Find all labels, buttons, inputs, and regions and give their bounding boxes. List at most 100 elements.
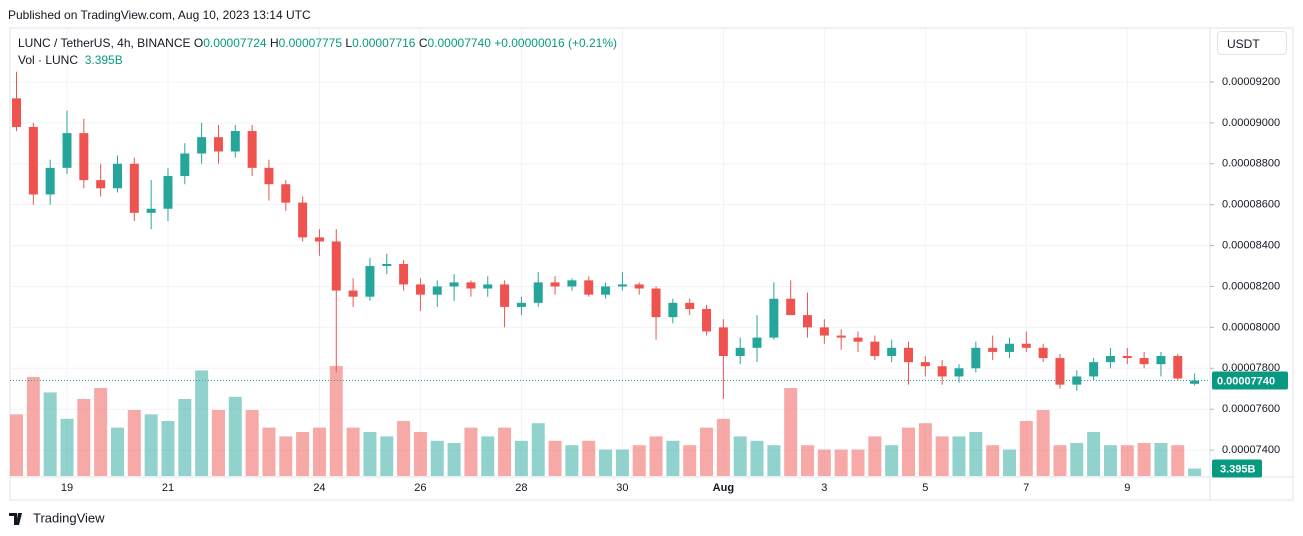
candle-body	[617, 284, 627, 287]
x-tick-label: 3	[821, 482, 827, 494]
candle-body	[516, 302, 526, 307]
published-note: Published on TradingView.com, Aug 10, 20…	[8, 8, 311, 22]
volume-bar	[10, 414, 24, 476]
volume-bar	[649, 436, 663, 476]
volume-bar	[161, 421, 175, 476]
candle-body	[483, 284, 493, 289]
y-tick-label: 0.00009200	[1222, 76, 1280, 88]
volume-bar	[851, 449, 865, 476]
candle-body	[584, 280, 594, 295]
candle-body	[567, 280, 577, 287]
candle-body	[1122, 356, 1132, 359]
candle-body	[668, 302, 678, 318]
volume-bar	[1070, 443, 1084, 476]
legend-line: LUNC / TetherUS, 4h, BINANCE O0.00007724…	[18, 36, 617, 50]
candle-body	[752, 337, 762, 348]
c-value: 0.00007740	[427, 36, 491, 50]
grid	[10, 28, 1210, 477]
volume-bar	[279, 436, 293, 476]
volume-bar	[43, 392, 57, 476]
volume-bar	[767, 445, 781, 476]
volume-bar	[784, 388, 798, 476]
x-tick-label: 7	[1023, 482, 1029, 494]
candle-body	[819, 327, 829, 336]
volume-bar	[296, 432, 310, 476]
last-price-tag	[1212, 371, 1288, 390]
volume-bar	[329, 366, 343, 476]
candle-body	[803, 315, 813, 328]
volume-bar	[514, 440, 528, 476]
volume-bar	[632, 445, 646, 476]
volume-bar	[531, 423, 545, 476]
x-tick-label: 24	[313, 482, 325, 494]
volume-bar	[902, 427, 915, 476]
volume-bar	[1036, 410, 1050, 476]
x-tick-label: Aug	[713, 482, 734, 494]
candle-body	[146, 208, 156, 213]
candle-body	[62, 133, 72, 168]
y-tick-label: 0.00009000	[1222, 117, 1280, 129]
volume-bar	[1154, 443, 1168, 476]
volume-bar	[430, 440, 444, 476]
volume-bar	[750, 440, 764, 476]
candle-body	[1105, 356, 1115, 363]
volume-bar	[599, 449, 613, 476]
volume-bar	[918, 423, 932, 476]
candle-body	[264, 167, 274, 185]
volume-tag-label: 3.395B	[1220, 463, 1256, 475]
volume-value: 3.395B	[84, 53, 123, 67]
y-tick-label: 0.00008000	[1222, 321, 1280, 333]
volume-bar	[110, 427, 124, 476]
volume-bar	[245, 410, 259, 476]
volume-bar	[312, 427, 326, 476]
x-tick-label: 26	[414, 482, 426, 494]
candle-body	[129, 163, 139, 213]
volume-name: Vol · LUNC	[18, 53, 79, 67]
y-tick-label: 0.00008600	[1222, 199, 1280, 211]
volume-bar	[346, 427, 360, 476]
volume-bar	[935, 436, 949, 476]
chart-frame	[9, 27, 1294, 501]
volume-bar	[1171, 445, 1185, 476]
candle-body	[853, 337, 863, 342]
y-tick-label: 0.00008200	[1222, 280, 1280, 292]
volume-bar	[464, 427, 478, 476]
volume-bar	[363, 432, 377, 476]
volume-bar	[1053, 445, 1067, 476]
candle-body	[28, 126, 38, 195]
candle-body	[331, 241, 341, 291]
volume-bar	[397, 421, 411, 476]
candle-body	[533, 282, 543, 303]
volume-bar	[447, 443, 461, 476]
volume-bar	[195, 370, 209, 476]
volume-bar	[1002, 449, 1016, 476]
candle-body	[281, 184, 291, 203]
y-tick-label: 0.00007400	[1222, 444, 1280, 456]
l-label: L	[345, 36, 353, 50]
candle-body	[314, 237, 324, 242]
candle-body	[79, 133, 89, 181]
footer-brand: TradingView	[33, 510, 105, 525]
c-label: C	[418, 36, 428, 50]
volume-bar	[413, 432, 427, 476]
currency-button[interactable]: USDT	[1217, 31, 1287, 55]
candle-body	[1190, 380, 1200, 384]
candle-body	[197, 137, 207, 154]
volume-bar	[986, 445, 1000, 476]
tv-logo	[9, 513, 22, 525]
volume-bar	[683, 445, 697, 476]
x-tick-label: 9	[1124, 482, 1130, 494]
candle-body	[988, 347, 998, 352]
candle-body	[1173, 356, 1183, 379]
candle-body	[112, 163, 122, 189]
candle-body	[415, 284, 425, 295]
volume-bar	[1120, 445, 1134, 476]
candle-body	[920, 362, 930, 367]
candle-body	[718, 327, 728, 357]
volume-bar	[481, 436, 495, 476]
candle-body	[466, 282, 476, 289]
candle-body	[550, 282, 560, 287]
volume-bar	[127, 410, 141, 476]
l-value: 0.00007716	[352, 36, 416, 50]
